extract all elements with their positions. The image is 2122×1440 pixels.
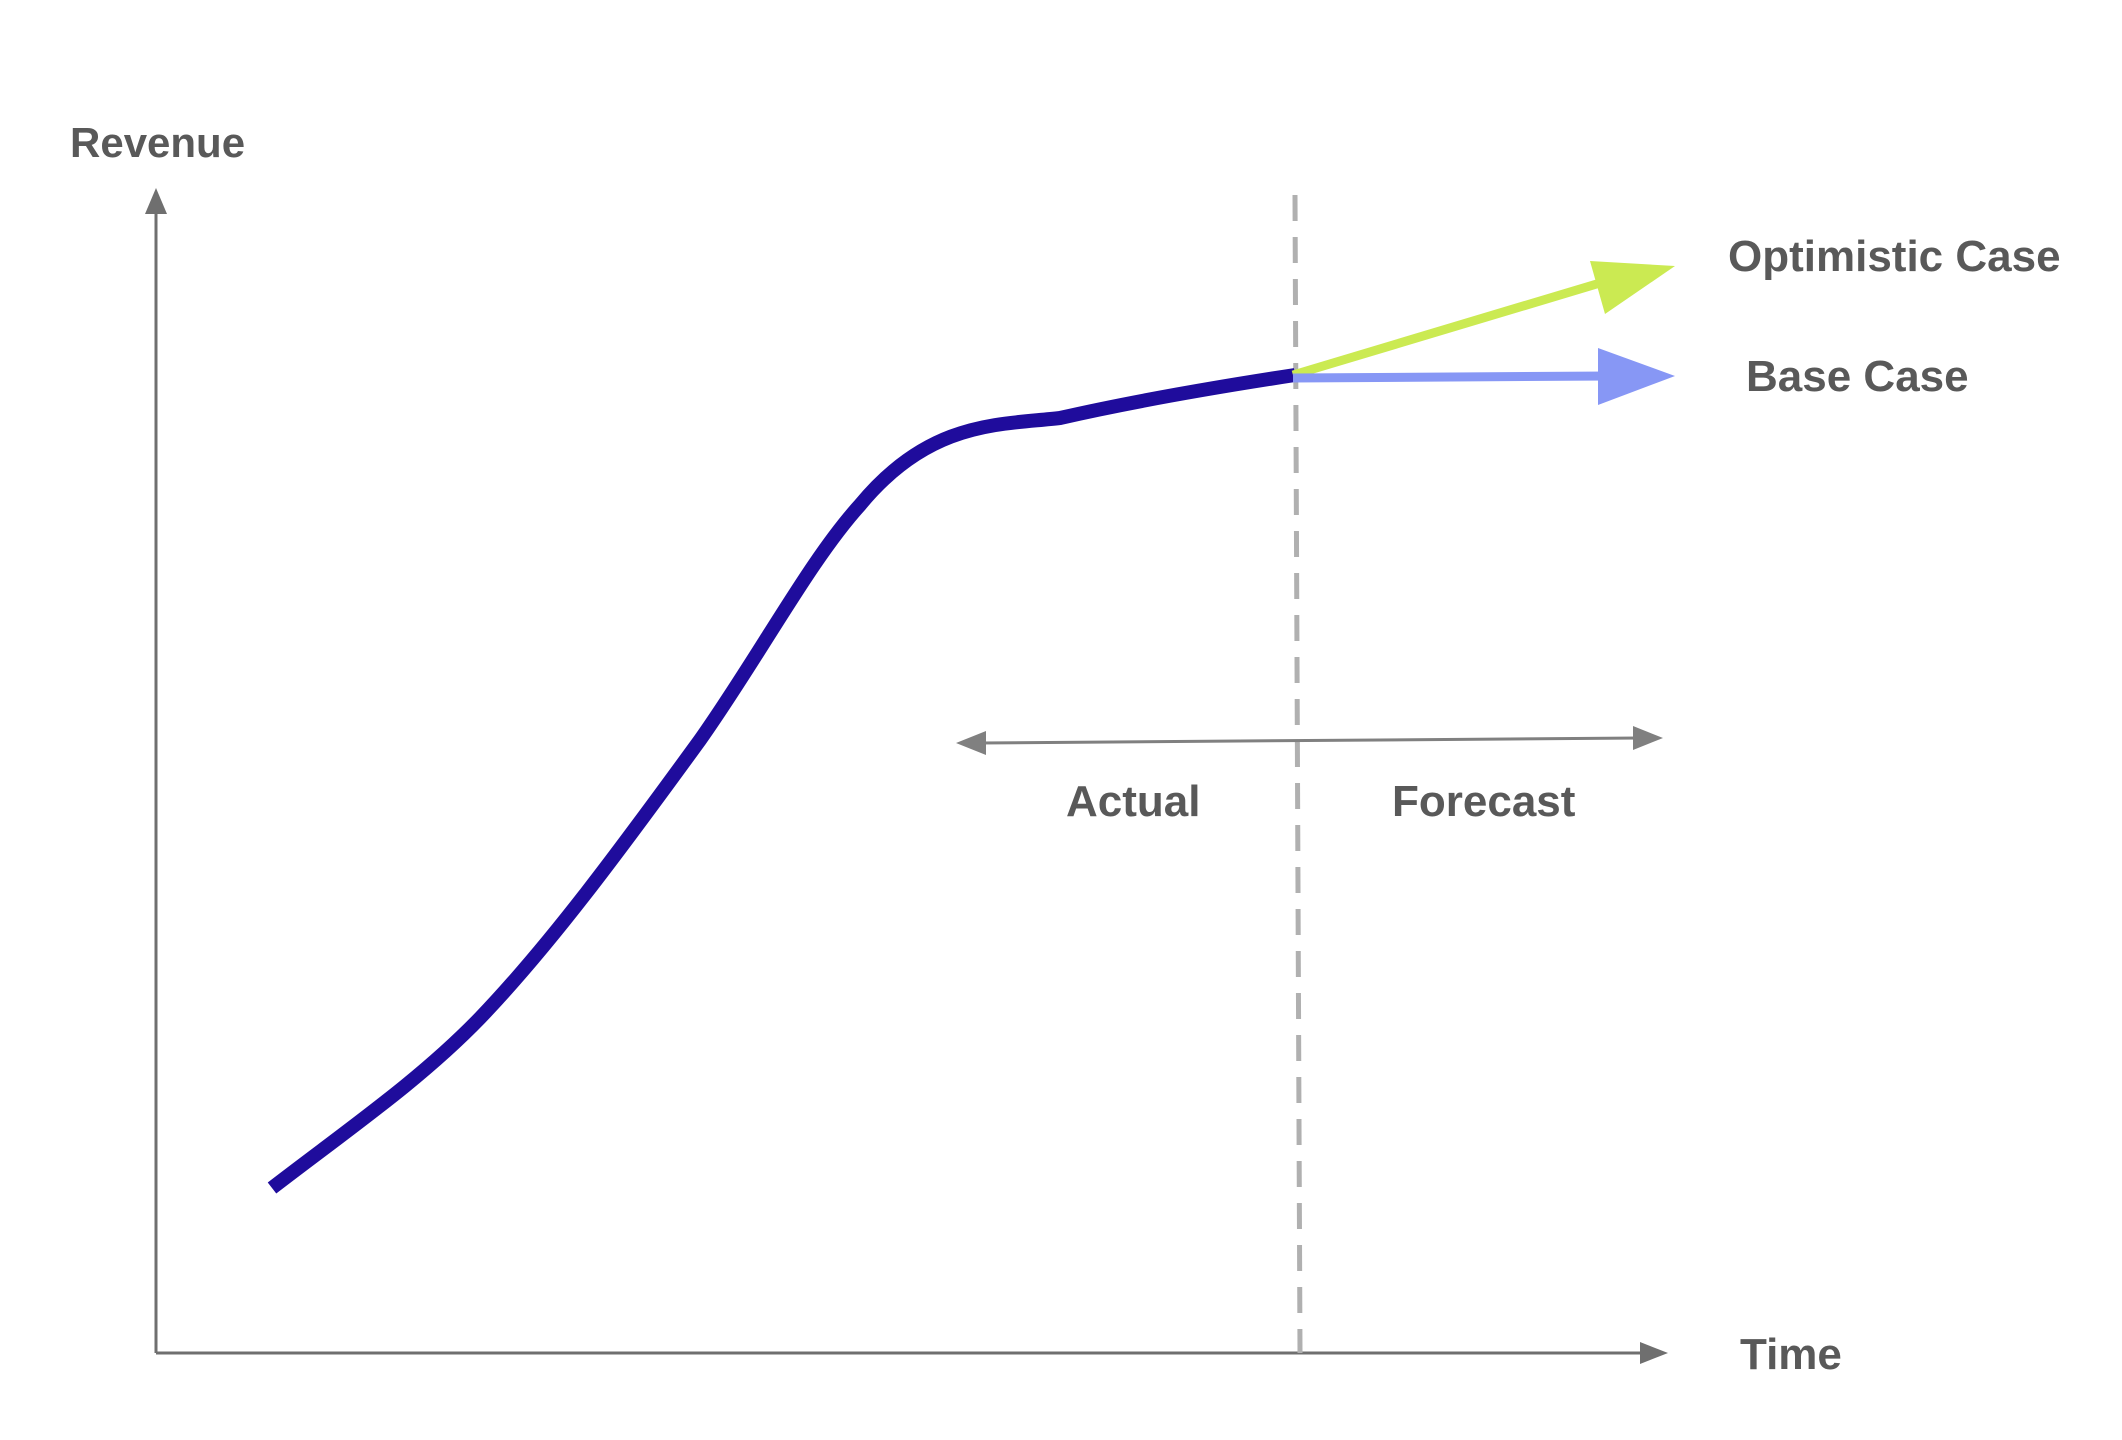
span-arrowhead-right xyxy=(1633,726,1663,750)
y-axis-label: Revenue xyxy=(70,119,246,166)
actual-forecast-divider xyxy=(1292,194,1303,1354)
x-axis-arrowhead xyxy=(1640,1342,1668,1364)
optimistic-case-arrowhead xyxy=(1590,261,1675,314)
actual-revenue-curve xyxy=(267,368,1297,1194)
actual-forecast-span-line xyxy=(979,736,1641,745)
base-case-arrowhead xyxy=(1598,348,1675,405)
forecast-label: Forecast xyxy=(1392,777,1576,826)
optimistic-case-label: Optimistic Case xyxy=(1728,232,2061,281)
y-axis-arrowhead xyxy=(145,188,167,214)
base-case-label: Base Case xyxy=(1746,352,1969,401)
actual-label: Actual xyxy=(1066,777,1201,826)
optimistic-case-arrow-shaft xyxy=(1291,275,1612,380)
x-axis-label: Time xyxy=(1740,1330,1842,1379)
span-arrowhead-left xyxy=(956,731,986,755)
base-case-arrow-shaft xyxy=(1292,371,1611,383)
